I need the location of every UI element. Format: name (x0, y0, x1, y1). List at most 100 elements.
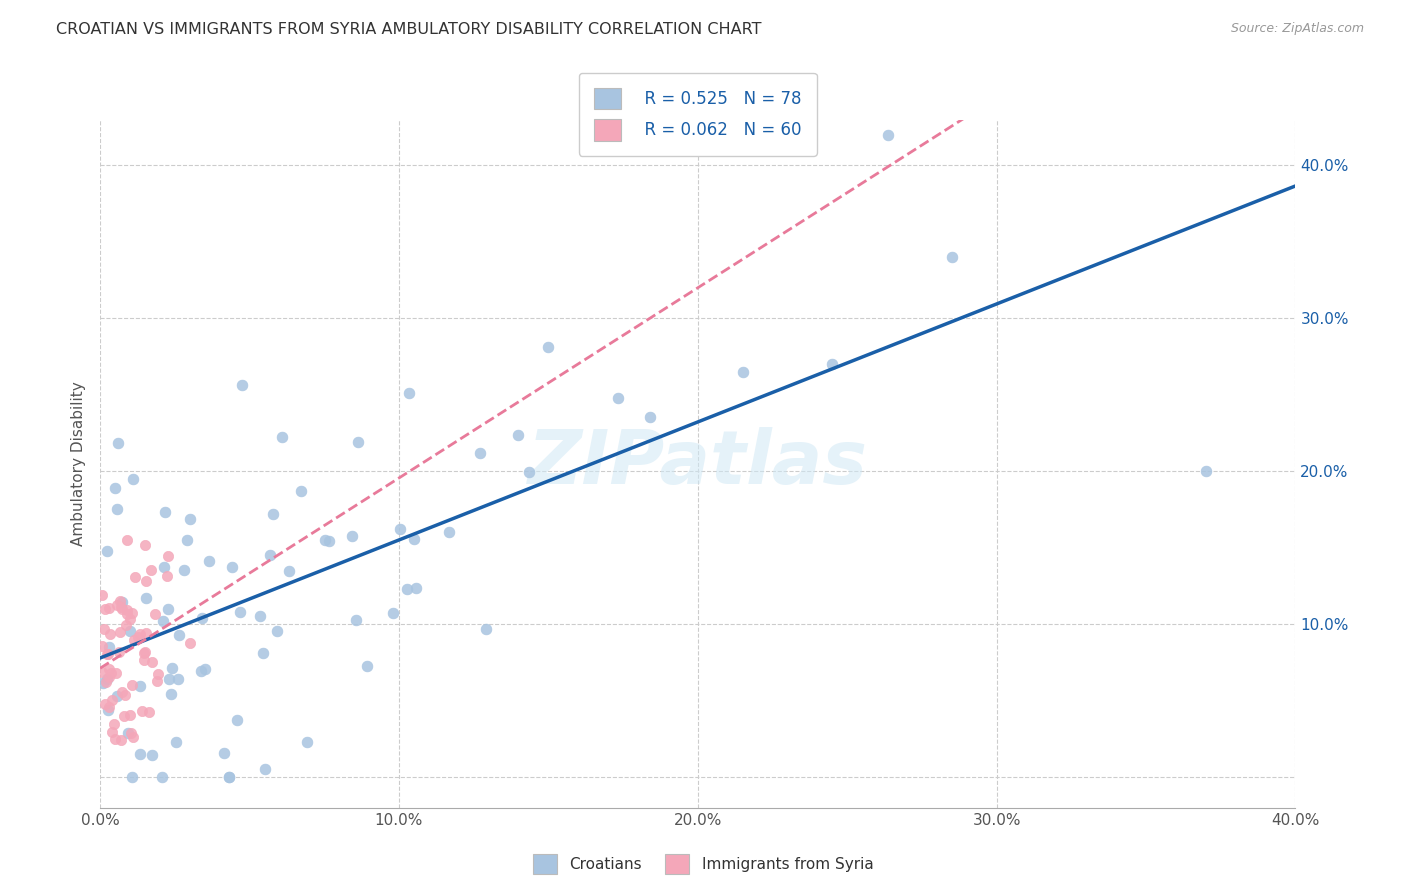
Point (191, 610, 214, 624)
Point (876, 128, 898, 142)
Point (638, 410, 661, 425)
Point (100, 665, 122, 680)
Point (475, 622, 498, 636)
Point (111, 684, 134, 698)
Point (121, 678, 143, 692)
Point (129, 679, 152, 693)
Point (96, 648, 118, 662)
Text: CROATIAN VS IMMIGRANTS FROM SYRIA AMBULATORY DISABILITY CORRELATION CHART: CROATIAN VS IMMIGRANTS FROM SYRIA AMBULA… (56, 22, 762, 37)
Point (146, 674, 169, 689)
Point (121, 730, 143, 744)
Point (97, 640, 120, 654)
Point (134, 644, 156, 658)
Point (155, 568, 177, 582)
Point (218, 771, 240, 785)
Point (344, 613, 367, 627)
Point (148, 667, 170, 681)
Point (517, 465, 540, 479)
Point (139, 564, 162, 578)
Point (1195, 465, 1218, 479)
Point (290, 483, 312, 498)
Point (165, 735, 187, 749)
Point (118, 707, 141, 722)
Point (226, 714, 249, 728)
Point (94, 675, 117, 690)
Point (96, 544, 118, 558)
Point (128, 747, 150, 761)
Text: Source: ZipAtlas.com: Source: ZipAtlas.com (1230, 22, 1364, 36)
Point (115, 607, 138, 621)
Point (194, 662, 217, 676)
Point (104, 481, 127, 495)
Point (96, 672, 118, 686)
Point (340, 529, 363, 543)
Point (252, 646, 274, 660)
Point (253, 762, 276, 776)
Point (402, 532, 425, 546)
Point (141, 655, 163, 669)
Point (98, 700, 121, 714)
Point (124, 570, 146, 584)
Point (132, 646, 155, 660)
Point (98, 627, 121, 641)
Point (105, 690, 128, 704)
Point (155, 505, 177, 519)
Point (94, 697, 117, 711)
Point (347, 434, 370, 449)
Point (127, 631, 149, 645)
Point (176, 533, 198, 547)
Point (118, 612, 141, 626)
Point (110, 600, 132, 615)
Point (115, 617, 138, 632)
Point (98, 670, 121, 684)
Point (110, 624, 132, 639)
Point (941, 250, 963, 264)
Point (128, 626, 150, 640)
Point (398, 386, 420, 401)
Point (94, 601, 117, 615)
Point (173, 563, 195, 577)
Point (179, 512, 201, 526)
Point (134, 653, 156, 667)
Point (117, 726, 139, 740)
Point (103, 717, 125, 731)
Point (221, 560, 243, 574)
Point (318, 533, 340, 548)
Point (150, 771, 173, 785)
Point (122, 472, 145, 486)
Point (121, 606, 143, 620)
Point (382, 606, 405, 620)
Point (218, 771, 240, 785)
Point (118, 624, 141, 639)
Point (108, 593, 131, 607)
Point (121, 771, 143, 785)
Point (135, 591, 157, 605)
Point (101, 693, 124, 707)
Legend: Croatians, Immigrants from Syria: Croatians, Immigrants from Syria (527, 848, 879, 880)
Point (153, 560, 176, 574)
Point (159, 688, 181, 702)
Point (156, 601, 179, 615)
Point (104, 666, 127, 681)
Point (314, 533, 336, 548)
Point (97, 647, 120, 661)
Point (405, 582, 427, 596)
Point (105, 502, 128, 516)
Point (131, 704, 153, 718)
Point (198, 554, 221, 568)
Point (231, 377, 253, 392)
Point (90, 665, 112, 679)
Point (395, 582, 418, 596)
Point (105, 598, 128, 612)
Point (277, 564, 299, 578)
Point (107, 435, 129, 450)
Point (97, 703, 120, 717)
Text: ZIPatlas: ZIPatlas (527, 427, 868, 500)
Point (266, 624, 288, 638)
Point (157, 673, 180, 687)
Point (821, 358, 844, 372)
Point (90, 639, 112, 653)
Point (100, 725, 122, 739)
Point (270, 430, 292, 444)
Y-axis label: Ambulatory Disability: Ambulatory Disability (72, 382, 86, 546)
